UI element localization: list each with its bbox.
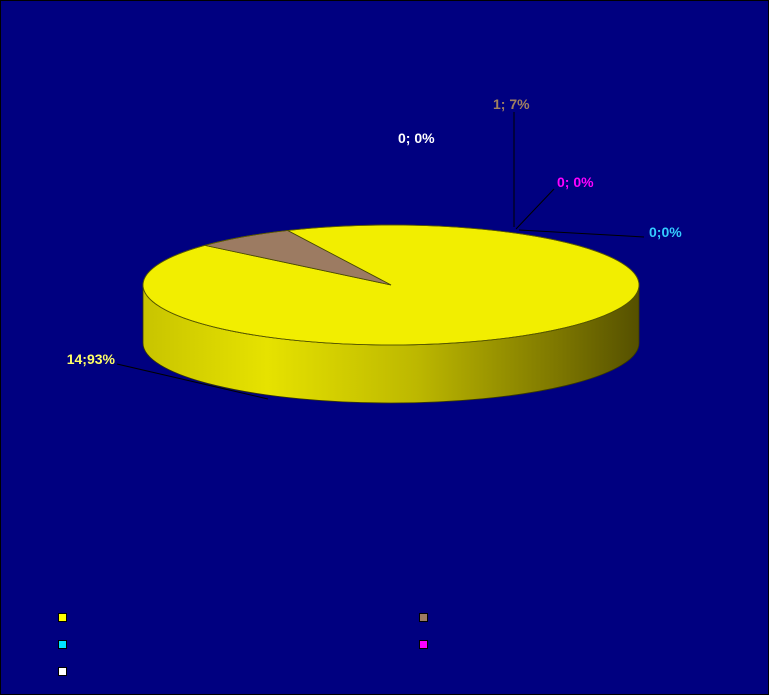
data-label-3: 0; 0% <box>557 174 594 190</box>
leader-line-0 <box>116 363 269 400</box>
leader-line-2 <box>518 229 645 238</box>
data-label-1: 1; 7% <box>493 96 530 112</box>
data-label-0: 14;93% <box>67 351 116 367</box>
data-label-4: 0; 0% <box>398 130 435 146</box>
pie-top-outline <box>142 224 640 346</box>
data-label-2: 0;0% <box>649 224 682 240</box>
leader-line-3 <box>515 188 555 230</box>
